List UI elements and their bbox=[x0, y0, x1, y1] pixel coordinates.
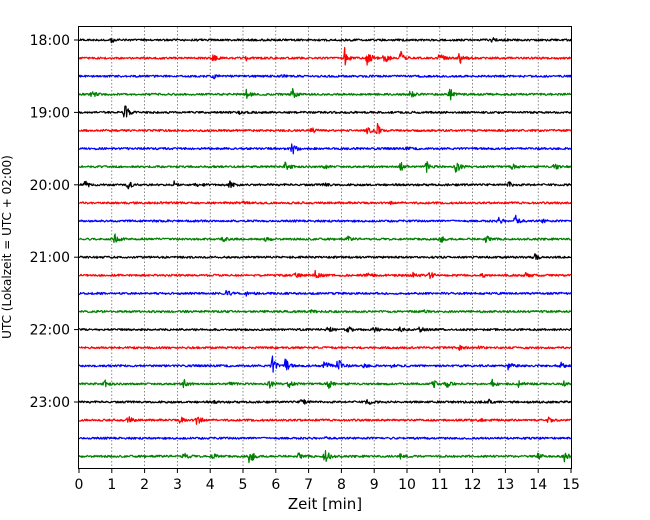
x-axis-title: Zeit [min] bbox=[288, 495, 362, 513]
seismic-trace bbox=[78, 180, 572, 190]
x-axis: 0 1 2 3 4 5 6 7 8 9 10 11 12 13 14 15 bbox=[75, 468, 580, 493]
seismic-trace bbox=[78, 450, 572, 464]
seismic-trace bbox=[78, 253, 572, 260]
seismic-trace bbox=[78, 378, 572, 389]
x-tick-label: 15 bbox=[562, 477, 580, 493]
y-tick-label: 22:00 bbox=[30, 323, 70, 339]
vertical-grid bbox=[111, 27, 539, 468]
x-tick-label: 1 bbox=[107, 477, 116, 493]
seismic-trace bbox=[78, 289, 572, 297]
x-tick-label: 8 bbox=[337, 477, 346, 493]
seismic-traces bbox=[78, 37, 572, 464]
y-tick-label: 23:00 bbox=[30, 395, 70, 411]
y-axis: 18:00 19:00 20:00 21:00 22:00 23:00 bbox=[30, 33, 79, 411]
seismic-trace bbox=[78, 309, 572, 314]
seismic-trace bbox=[78, 88, 572, 101]
x-tick-label: 13 bbox=[496, 477, 514, 493]
x-tick-label: 2 bbox=[140, 477, 149, 493]
seismic-trace bbox=[78, 46, 572, 66]
seismic-trace bbox=[78, 344, 572, 351]
seismic-trace bbox=[78, 436, 572, 440]
seismic-trace bbox=[78, 326, 572, 333]
seismic-trace bbox=[78, 355, 572, 373]
seismic-trace bbox=[78, 143, 572, 155]
x-tick-label: 9 bbox=[370, 477, 379, 493]
x-tick-label: 0 bbox=[75, 477, 84, 493]
x-tick-label: 11 bbox=[431, 477, 449, 493]
seismic-trace bbox=[78, 37, 572, 44]
x-tick-label: 5 bbox=[239, 477, 248, 493]
x-tick-label: 3 bbox=[173, 477, 182, 493]
x-tick-label: 7 bbox=[304, 477, 313, 493]
seismic-trace bbox=[78, 74, 572, 80]
y-tick-label: 20:00 bbox=[30, 178, 70, 194]
y-tick-label: 18:00 bbox=[30, 33, 70, 49]
seismic-trace bbox=[78, 416, 572, 425]
seismic-trace bbox=[78, 269, 572, 280]
y-tick-label: 21:00 bbox=[30, 250, 70, 266]
seismic-trace bbox=[78, 398, 572, 405]
plot-frame bbox=[78, 26, 572, 469]
seismic-trace bbox=[78, 105, 572, 118]
seismic-trace bbox=[78, 122, 572, 135]
seismic-trace bbox=[78, 214, 572, 224]
y-tick-label: 19:00 bbox=[30, 105, 70, 121]
seismic-trace bbox=[78, 161, 572, 173]
x-tick-label: 6 bbox=[271, 477, 280, 493]
seismic-trace bbox=[78, 233, 572, 244]
x-tick-label: 10 bbox=[398, 477, 416, 493]
x-tick-label: 4 bbox=[206, 477, 215, 493]
y-axis-title: UTC (Lokalzeit = UTC + 02:00) bbox=[0, 155, 14, 339]
x-tick-label: 12 bbox=[464, 477, 482, 493]
seismic-trace bbox=[78, 200, 572, 205]
x-tick-label: 14 bbox=[529, 477, 547, 493]
